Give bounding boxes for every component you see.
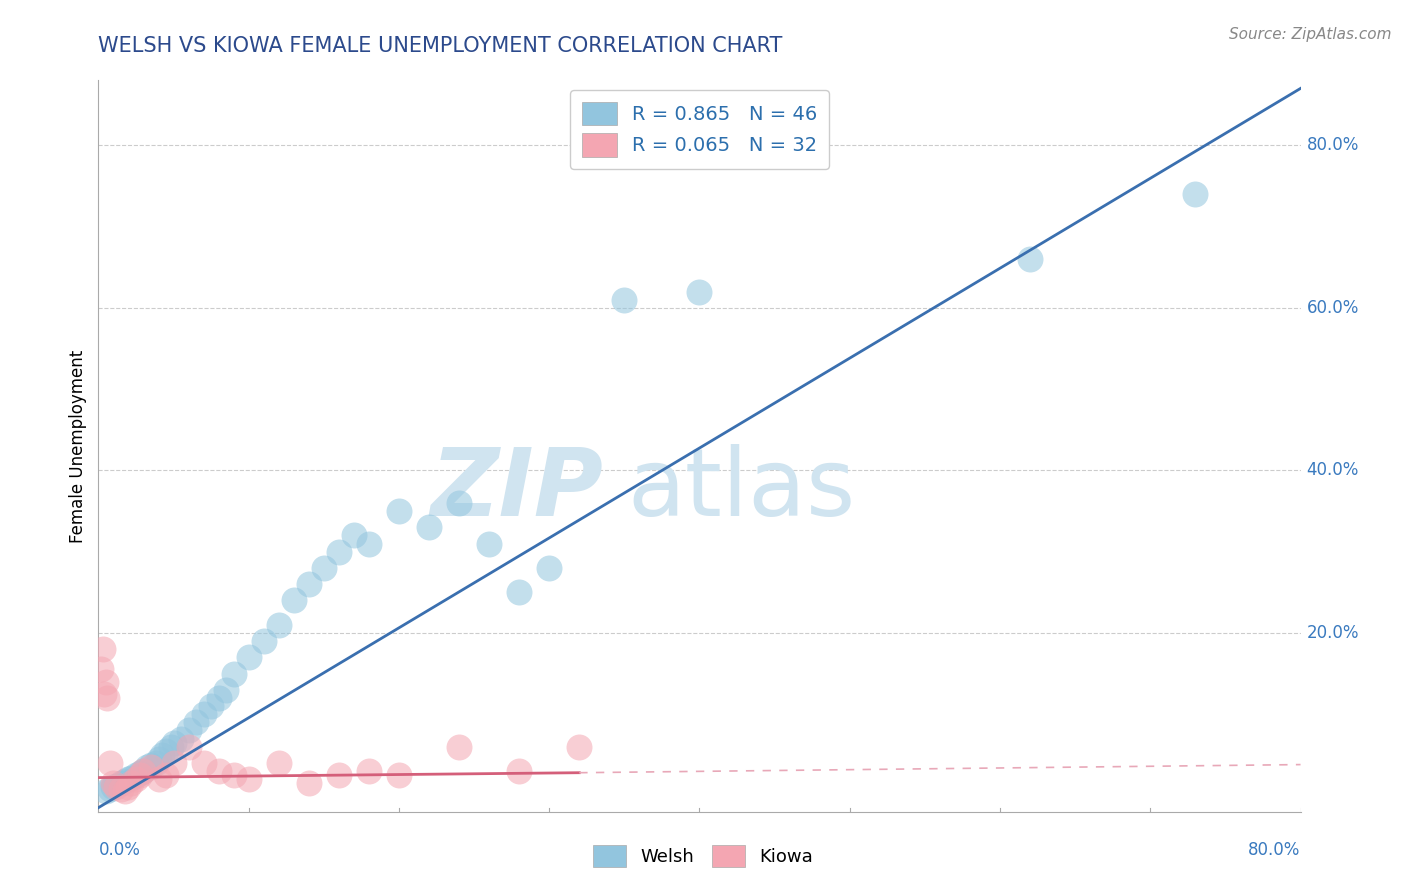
Point — [238, 650, 260, 665]
Point — [328, 544, 350, 558]
Point — [222, 768, 245, 782]
Text: atlas: atlas — [627, 444, 856, 536]
Point — [105, 780, 128, 795]
Point — [114, 773, 136, 788]
Text: WELSH VS KIOWA FEMALE UNEMPLOYMENT CORRELATION CHART: WELSH VS KIOWA FEMALE UNEMPLOYMENT CORRE… — [98, 36, 783, 55]
Point — [132, 764, 155, 778]
Point — [222, 666, 245, 681]
Point — [94, 674, 117, 689]
Point — [110, 781, 132, 796]
Point — [357, 764, 380, 778]
Point — [125, 768, 148, 782]
Point — [193, 707, 215, 722]
Point — [312, 561, 335, 575]
Point — [388, 768, 411, 782]
Point — [91, 642, 114, 657]
Point — [148, 752, 170, 766]
Text: 0.0%: 0.0% — [98, 841, 141, 859]
Point — [121, 776, 143, 790]
Point — [155, 768, 177, 782]
Text: 60.0%: 60.0% — [1306, 299, 1360, 317]
Point — [93, 687, 115, 701]
Point — [343, 528, 366, 542]
Point — [283, 593, 305, 607]
Point — [94, 784, 117, 798]
Point — [267, 756, 290, 770]
Point — [148, 772, 170, 787]
Point — [688, 285, 710, 299]
Point — [538, 561, 561, 575]
Point — [135, 760, 157, 774]
Y-axis label: Female Unemployment: Female Unemployment — [69, 350, 87, 542]
Text: Source: ZipAtlas.com: Source: ZipAtlas.com — [1229, 27, 1392, 42]
Point — [184, 715, 207, 730]
Point — [447, 739, 470, 754]
Point — [177, 723, 200, 738]
Point — [388, 504, 411, 518]
Point — [478, 536, 501, 550]
Point — [298, 577, 321, 591]
Point — [90, 663, 112, 677]
Point — [125, 772, 148, 787]
Point — [193, 756, 215, 770]
Point — [117, 772, 139, 787]
Point — [267, 617, 290, 632]
Point — [129, 768, 152, 782]
Text: 80.0%: 80.0% — [1249, 841, 1301, 859]
Legend: R = 0.865   N = 46, R = 0.065   N = 32: R = 0.865 N = 46, R = 0.065 N = 32 — [569, 90, 830, 169]
Point — [150, 747, 173, 762]
Point — [613, 293, 636, 307]
Point — [215, 682, 238, 697]
Point — [170, 731, 193, 746]
Point — [177, 739, 200, 754]
Point — [103, 780, 125, 795]
Point — [508, 585, 530, 599]
Point — [139, 760, 162, 774]
Legend: Welsh, Kiowa: Welsh, Kiowa — [586, 838, 820, 874]
Point — [100, 756, 122, 770]
Point — [447, 496, 470, 510]
Point — [155, 744, 177, 758]
Text: 20.0%: 20.0% — [1306, 624, 1360, 642]
Point — [238, 772, 260, 787]
Text: ZIP: ZIP — [430, 444, 603, 536]
Point — [96, 690, 118, 705]
Point — [162, 756, 184, 770]
Point — [129, 765, 152, 780]
Text: 80.0%: 80.0% — [1306, 136, 1360, 154]
Point — [145, 756, 167, 770]
Point — [253, 634, 276, 648]
Point — [162, 736, 184, 750]
Point — [508, 764, 530, 778]
Text: 40.0%: 40.0% — [1306, 461, 1360, 479]
Point — [100, 781, 122, 796]
Point — [298, 776, 321, 790]
Point — [208, 764, 231, 778]
Point — [357, 536, 380, 550]
Point — [132, 764, 155, 778]
Point — [208, 690, 231, 705]
Point — [200, 699, 222, 714]
Point — [418, 520, 440, 534]
Point — [328, 768, 350, 782]
Point — [105, 779, 128, 793]
Point — [103, 776, 125, 790]
Point — [568, 739, 591, 754]
Point — [139, 757, 162, 772]
Point — [114, 784, 136, 798]
Point — [1019, 252, 1042, 266]
Point — [117, 780, 139, 795]
Point — [121, 771, 143, 785]
Point — [159, 739, 181, 754]
Point — [110, 776, 132, 790]
Point — [1184, 187, 1206, 202]
